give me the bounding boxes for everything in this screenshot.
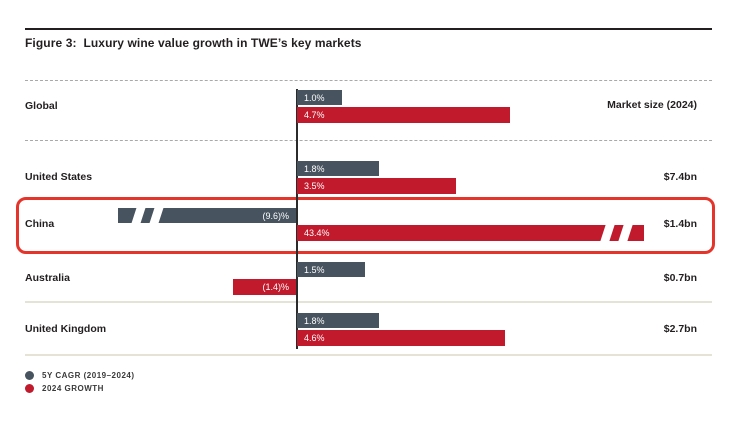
market-size-value: $2.7bn xyxy=(663,323,697,335)
bar-value-label: 4.7% xyxy=(304,110,325,120)
market-size-header: Market size (2024) xyxy=(607,99,697,111)
legend-label: 5Y CAGR (2019–2024) xyxy=(42,371,135,380)
legend-dot-growth-icon xyxy=(25,384,34,393)
legend-label: 2024 GROWTH xyxy=(42,384,104,393)
chart-legend: 5Y CAGR (2019–2024) 2024 GROWTH xyxy=(25,371,135,393)
legend-item-cagr: 5Y CAGR (2019–2024) xyxy=(25,371,135,380)
zero-axis-line xyxy=(296,89,298,349)
market-size-value: $0.7bn xyxy=(663,272,697,284)
separator-dashed-below-global xyxy=(25,140,712,141)
bar-value-label: 1.8% xyxy=(304,315,325,326)
market-size-value: $1.4bn xyxy=(663,218,697,230)
growth-bar: 43.4% xyxy=(297,225,644,241)
bar-value-label: 43.4% xyxy=(304,228,330,238)
bar-value-label: (1.4)% xyxy=(262,282,289,292)
separator-dashed-top xyxy=(25,80,712,81)
growth-bar: (1.4)% xyxy=(233,279,296,295)
bar-value-label: 1.0% xyxy=(304,92,325,103)
market-size-value: $7.4bn xyxy=(663,171,697,183)
separator-solid-above-uk xyxy=(25,301,712,303)
cagr-bar: 1.0% xyxy=(297,90,342,105)
growth-bar: 4.6% xyxy=(297,330,505,346)
cagr-bar: 1.8% xyxy=(297,313,379,328)
category-label: Global xyxy=(25,100,58,112)
bar-value-label: 1.5% xyxy=(304,264,325,275)
figure-title: Figure 3: Luxury wine value growth in TW… xyxy=(25,36,362,50)
growth-bar: 4.7% xyxy=(297,107,510,123)
legend-dot-cagr-icon xyxy=(25,371,34,380)
cagr-bar: 1.5% xyxy=(297,262,365,277)
separator-solid-below-uk xyxy=(25,354,712,356)
growth-bar: 3.5% xyxy=(297,178,456,194)
bar-value-label: 4.6% xyxy=(304,333,325,343)
category-label: China xyxy=(25,218,55,230)
china-highlight-box xyxy=(16,197,715,254)
category-label: United Kingdom xyxy=(25,323,107,335)
cagr-bar: 1.8% xyxy=(297,161,379,176)
title-top-rule xyxy=(25,28,712,30)
bar-value-label: (9.6)% xyxy=(262,210,289,221)
bar-value-label: 3.5% xyxy=(304,181,325,191)
cagr-bar: (9.6)% xyxy=(118,208,296,223)
category-label: Australia xyxy=(25,272,70,284)
category-label: United States xyxy=(25,171,93,183)
legend-item-growth: 2024 GROWTH xyxy=(25,384,135,393)
bar-value-label: 1.8% xyxy=(304,163,325,174)
